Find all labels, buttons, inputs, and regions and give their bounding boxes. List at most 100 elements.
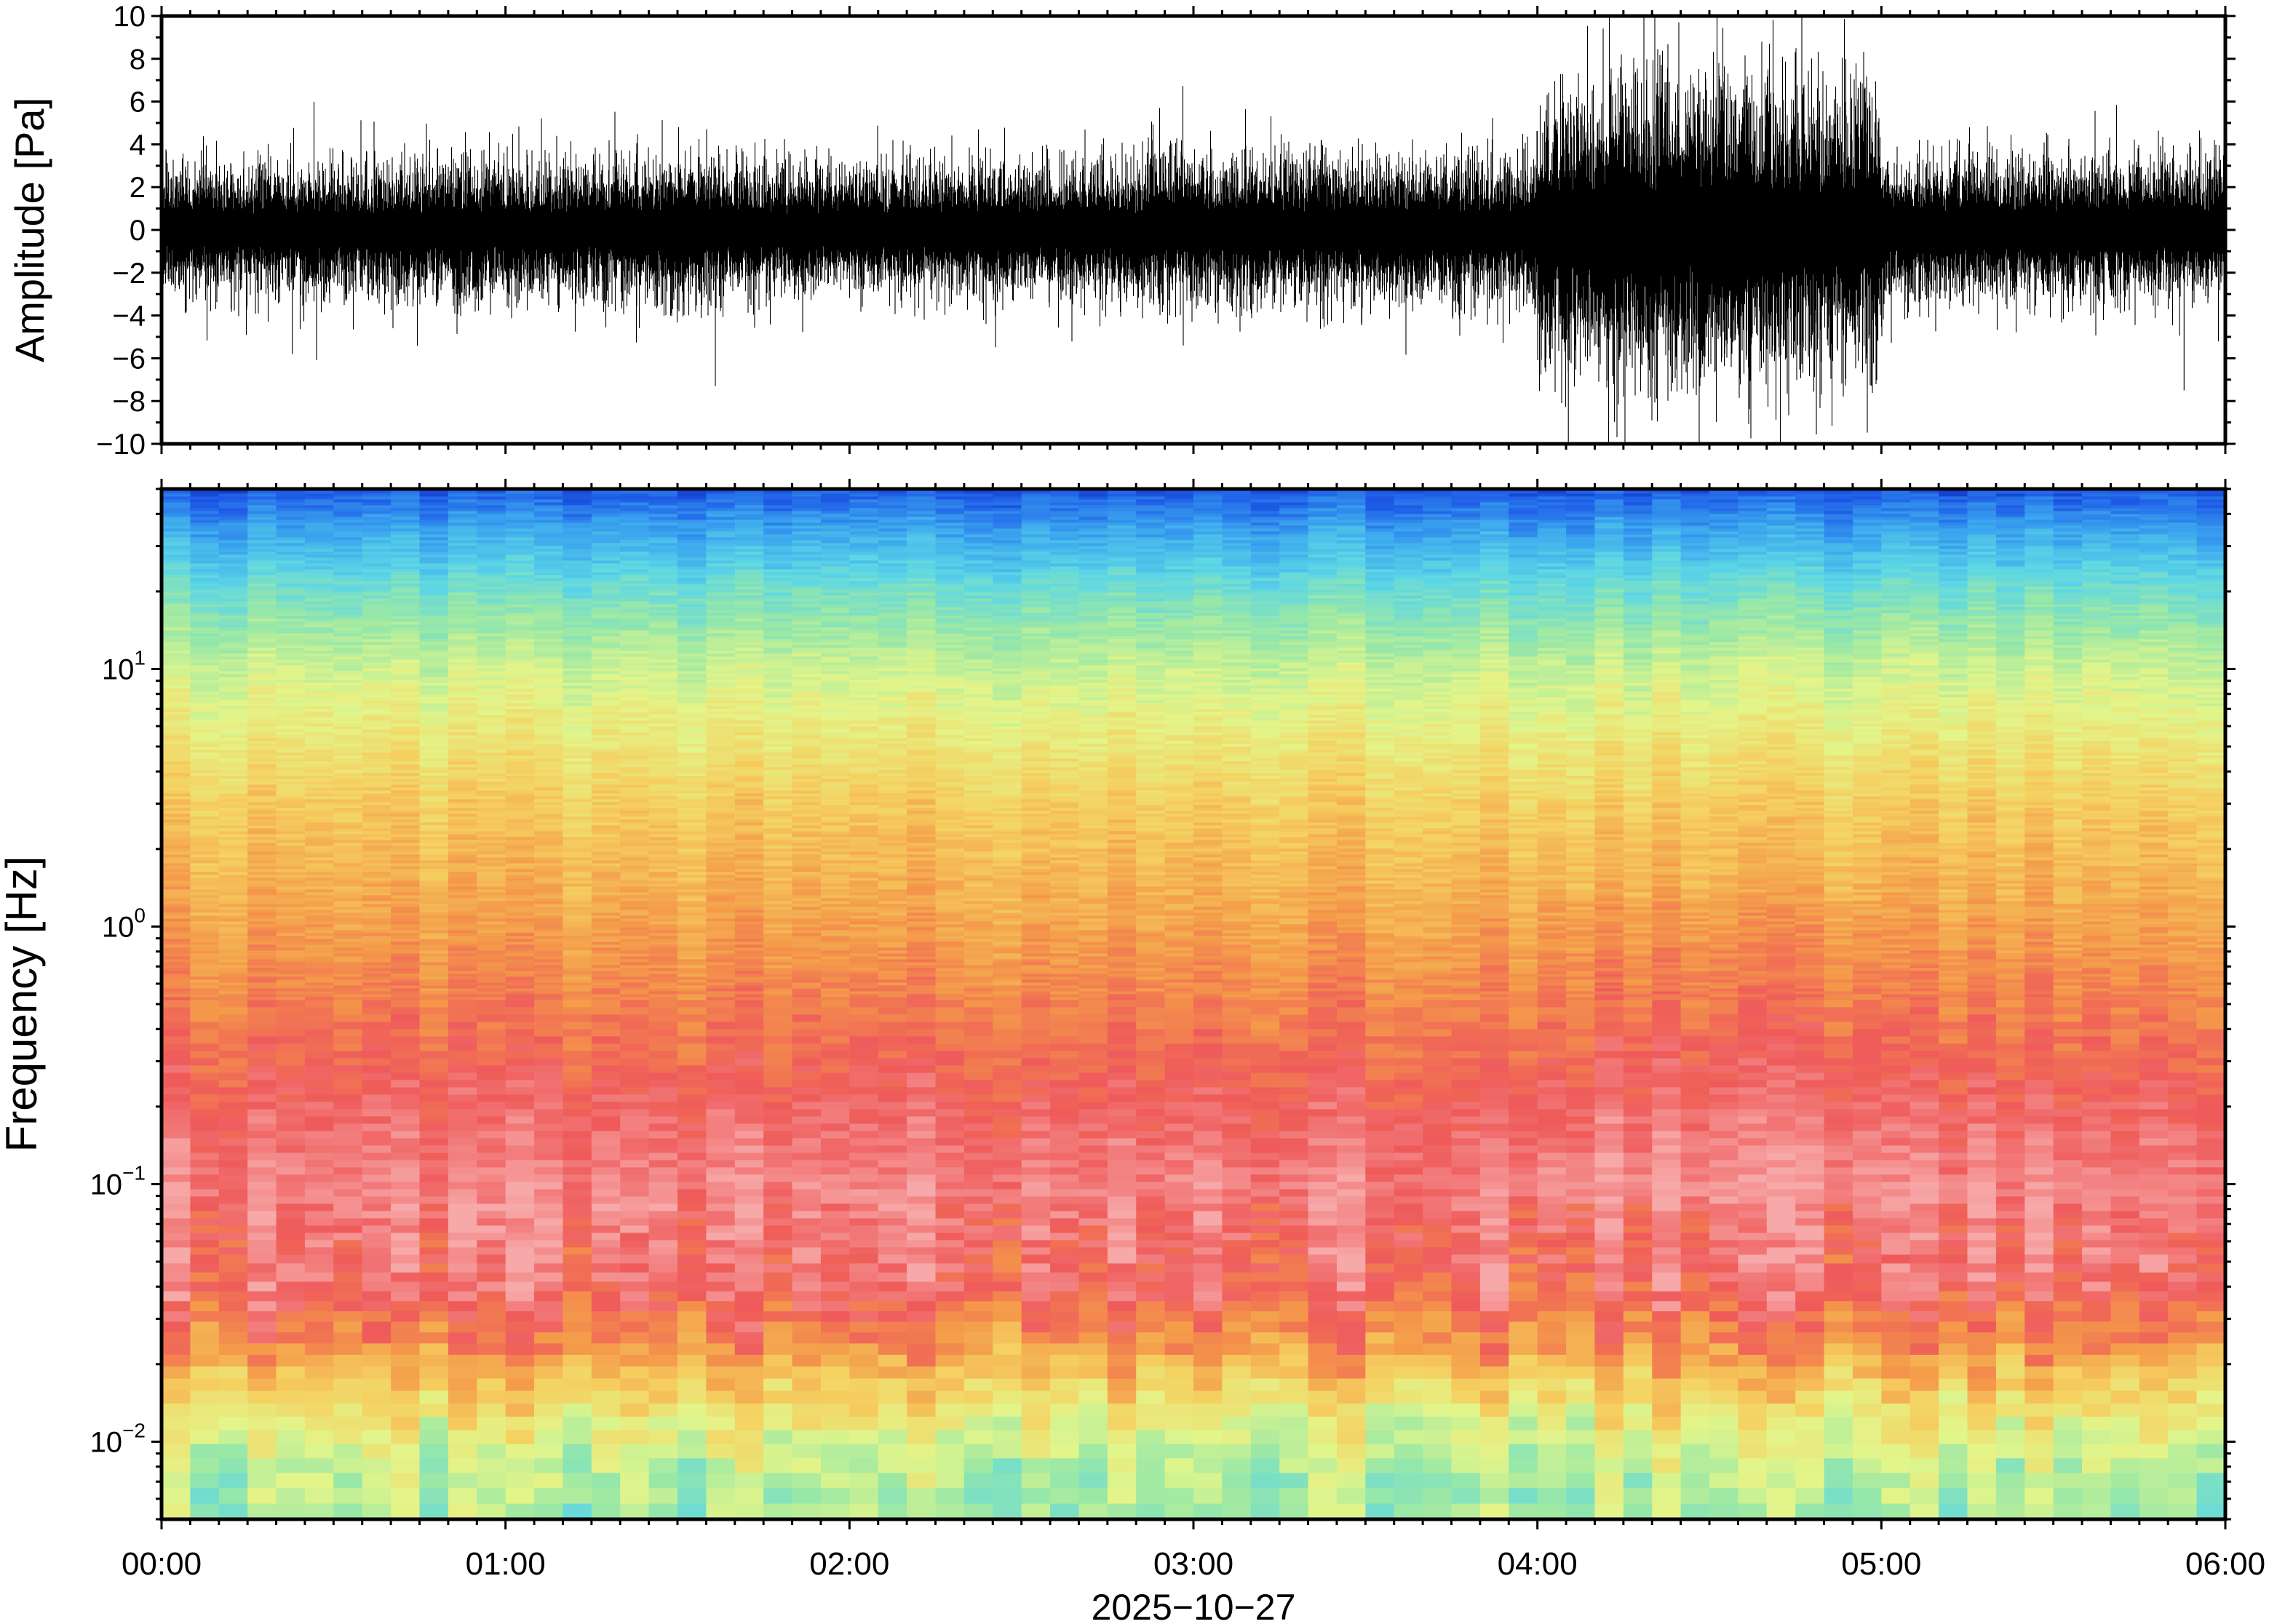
spectrogram-cell: [218, 973, 248, 977]
spectrogram-cell: [505, 1225, 535, 1233]
spectrogram-cell: [1881, 1115, 1911, 1124]
spectrogram-cell: [878, 1342, 907, 1355]
spectrogram-cell: [993, 976, 1022, 980]
spectrogram-row: [162, 996, 2225, 1000]
spectrogram-cell: [1136, 1137, 1166, 1146]
spectrogram-cell: [2053, 1321, 2083, 1333]
spectrogram-cell: [1394, 1086, 1423, 1095]
spectrogram-cell: [706, 996, 736, 1000]
spectrogram-cell: [734, 1390, 764, 1404]
spectrogram-cell: [2024, 1195, 2054, 1204]
spectrogram-cell: [2196, 1043, 2225, 1051]
spectrogram-cell: [1365, 1021, 1395, 1030]
spectrogram-cell: [1050, 1188, 1080, 1197]
spectrogram-cell: [304, 1444, 334, 1459]
spectrogram-cell: [1910, 1195, 1939, 1204]
spectrogram-cell: [2082, 984, 2112, 989]
spectrogram-cell: [1509, 1123, 1538, 1131]
spectrogram-cell: [276, 1403, 306, 1417]
spectrogram-cell: [276, 1390, 306, 1404]
spectrogram-cell: [2053, 1403, 2083, 1417]
spectrogram-cell: [1852, 1108, 1882, 1117]
spectrogram-cell: [276, 999, 306, 1008]
spectrogram-cell: [1881, 1291, 1911, 1302]
spectrogram-cell: [1394, 1416, 1423, 1430]
spectrogram-cell: [2110, 1300, 2140, 1312]
spectrogram-cell: [792, 1291, 822, 1302]
spectrogram-cell: [2053, 993, 2083, 998]
spectrogram-cell: [1623, 982, 1653, 986]
spectrogram-cell: [563, 1444, 592, 1459]
spectrogram-cell: [1308, 1079, 1338, 1088]
spectrogram-cell: [2024, 987, 2054, 992]
spectrogram-cell: [1537, 1064, 1567, 1073]
spectrogram-cell: [1078, 1366, 1108, 1379]
spectrogram-cell: [391, 1152, 421, 1161]
spectrogram-cell: [1308, 1262, 1338, 1273]
spectrogram-cell: [1050, 1181, 1080, 1190]
spectrogram-cell: [247, 1159, 277, 1168]
spectrogram-cell: [218, 993, 248, 998]
spectrogram-cell: [907, 1239, 937, 1248]
spectrogram-cell: [620, 1416, 650, 1430]
spectrogram-cell: [333, 1079, 363, 1088]
spectrogram-cell: [907, 1246, 937, 1255]
spectrogram-cell: [1910, 1377, 1939, 1391]
spectrogram-cell: [792, 1159, 822, 1168]
spectrogram-cell: [849, 1342, 879, 1355]
spectrogram-cell: [1566, 1472, 1596, 1489]
spectrogram-cell: [1680, 1366, 1710, 1379]
spectrogram-cell: [505, 1174, 535, 1182]
spectrogram-cell: [218, 1028, 248, 1037]
spectrogram-cell: [1222, 1254, 1252, 1264]
spectrogram-cell: [534, 1300, 564, 1312]
spectrogram-cell: [620, 1272, 650, 1282]
spectrogram-cell: [2168, 1310, 2198, 1322]
spectrogram-cell: [448, 1416, 477, 1430]
spectrogram-cell: [534, 1239, 564, 1248]
spectrogram-cell: [2139, 1354, 2169, 1367]
spectrogram-cell: [648, 1310, 678, 1322]
spectrogram-cell: [1939, 1021, 1968, 1030]
spectrogram-cell: [1164, 1203, 1194, 1211]
spectrogram-cell: [1652, 1444, 1682, 1459]
spectrogram-cell: [304, 999, 334, 1008]
spectrogram-cell: [963, 1086, 993, 1095]
spectrogram-cell: [1738, 993, 1768, 998]
spectrogram-cell: [276, 1310, 306, 1322]
spectrogram-cell: [1394, 1064, 1423, 1073]
spectrogram-cell: [1107, 1366, 1137, 1379]
spectrogram-cell: [2196, 1472, 2225, 1489]
spectrogram-cell: [2196, 1123, 2225, 1131]
spectrogram-cell: [993, 1064, 1022, 1073]
spectrogram-cell: [1738, 987, 1768, 992]
spectrogram-cell: [1881, 1050, 1911, 1059]
spectrogram-cell: [1881, 1014, 1911, 1022]
spectrogram-cell: [1164, 1145, 1194, 1153]
spectrogram-cell: [1250, 1366, 1280, 1379]
spectrogram-cell: [849, 1101, 879, 1110]
spectrogram-cell: [1680, 1181, 1710, 1190]
spectrogram-cell: [1824, 1457, 1853, 1473]
spectrogram-cell: [1766, 987, 1796, 992]
spectrogram-cell: [1479, 993, 1509, 998]
spectrogram-cell: [1652, 1210, 1682, 1219]
spectrogram-cell: [1394, 1203, 1423, 1211]
spectrogram-cell: [448, 1174, 477, 1182]
spectrogram-cell: [247, 1101, 277, 1110]
spectrogram-cell: [648, 1166, 678, 1175]
spectrogram-cell: [2196, 1390, 2225, 1404]
spectrogram-cell: [1995, 1014, 2025, 1022]
spectrogram-cell: [2053, 1130, 2083, 1139]
spectrogram-cell: [1566, 1086, 1596, 1095]
spectrogram-cell: [620, 1064, 650, 1073]
spectrogram-cell: [534, 1188, 564, 1197]
spectrogram-cell: [1021, 1444, 1051, 1459]
spectrogram-cell: [1250, 1101, 1280, 1110]
spectrogram-cell: [1394, 1232, 1423, 1241]
spectrogram-cell: [218, 1145, 248, 1153]
spectrogram-cell: [1824, 1137, 1853, 1146]
spectrogram-cell: [2139, 1366, 2169, 1379]
spectrogram-cell: [935, 1416, 965, 1430]
spectrogram-cell: [1594, 1035, 1624, 1044]
